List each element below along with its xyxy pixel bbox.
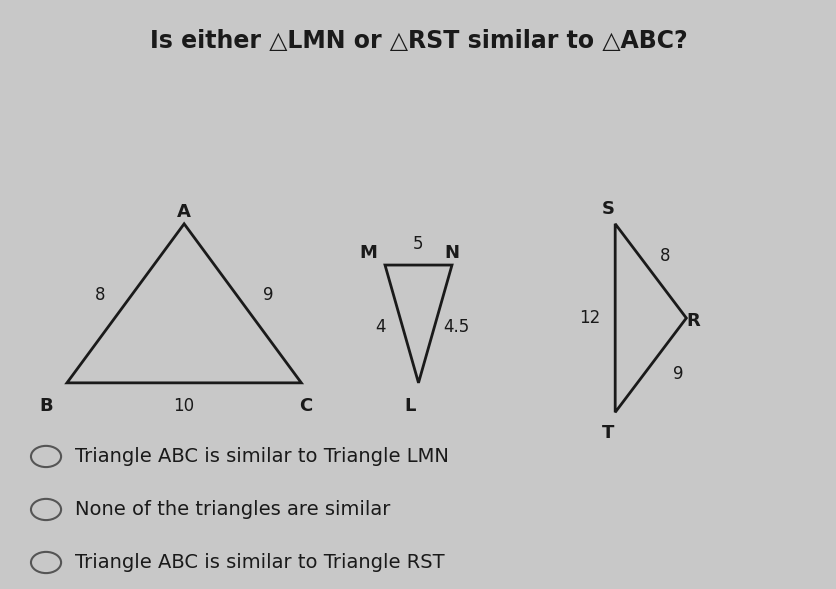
Text: L: L — [404, 398, 415, 415]
Text: 4.5: 4.5 — [442, 318, 469, 336]
Text: 8: 8 — [95, 286, 105, 303]
Text: 10: 10 — [173, 398, 195, 415]
Text: 5: 5 — [413, 236, 423, 253]
Text: Is either △LMN or △RST similar to △ABC?: Is either △LMN or △RST similar to △ABC? — [150, 29, 686, 53]
Text: None of the triangles are similar: None of the triangles are similar — [75, 500, 390, 519]
Text: 9: 9 — [672, 365, 682, 383]
Text: Triangle ABC is similar to Triangle LMN: Triangle ABC is similar to Triangle LMN — [75, 447, 449, 466]
Text: S: S — [601, 200, 614, 218]
Text: 4: 4 — [375, 318, 385, 336]
Text: Triangle ABC is similar to Triangle RST: Triangle ABC is similar to Triangle RST — [75, 553, 445, 572]
Text: 9: 9 — [263, 286, 273, 303]
Text: R: R — [686, 312, 699, 330]
Text: 12: 12 — [579, 309, 600, 327]
Text: N: N — [444, 244, 459, 262]
Text: C: C — [298, 398, 312, 415]
Text: T: T — [602, 424, 614, 442]
Text: 8: 8 — [660, 247, 670, 265]
Text: B: B — [39, 398, 53, 415]
Text: M: M — [359, 244, 377, 262]
Text: A: A — [177, 203, 191, 221]
